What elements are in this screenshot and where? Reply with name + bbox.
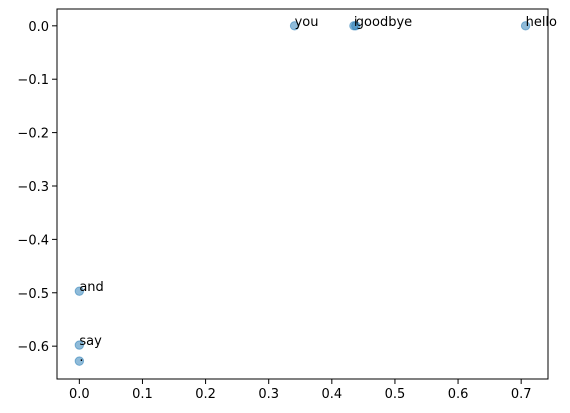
- point-label: .: [79, 350, 83, 365]
- axes-frame: [56, 8, 549, 380]
- x-tick-label: 0.5: [385, 387, 406, 402]
- point-label: i: [354, 15, 358, 30]
- point: [74, 356, 85, 366]
- y-tick-label: −0.4: [17, 233, 49, 248]
- point-label: say: [79, 334, 102, 349]
- x-tick-label: 0.6: [448, 387, 469, 402]
- y-tick-label: −0.6: [17, 340, 49, 355]
- point: [74, 340, 85, 350]
- y-tick-label: 0.0: [28, 20, 49, 35]
- x-tick-label: 0.2: [195, 387, 216, 402]
- x-tick-label: 0.0: [69, 387, 90, 402]
- point: [520, 21, 531, 31]
- y-tick-label: −0.3: [17, 180, 49, 195]
- point-label: you: [295, 15, 319, 30]
- x-tick-label: 0.4: [321, 387, 342, 402]
- point-label: and: [79, 280, 103, 295]
- y-tick-label: −0.2: [17, 127, 49, 142]
- y-tick-label: −0.5: [17, 287, 49, 302]
- point-label: goodbye: [356, 15, 412, 30]
- point: [289, 21, 300, 31]
- point-label: hello: [526, 15, 557, 30]
- y-tick-label: −0.1: [17, 73, 49, 88]
- x-tick-label: 0.1: [132, 387, 153, 402]
- x-tick-label: 0.7: [511, 387, 532, 402]
- point: [74, 286, 85, 296]
- x-tick-label: 0.3: [258, 387, 279, 402]
- point: [349, 21, 359, 31]
